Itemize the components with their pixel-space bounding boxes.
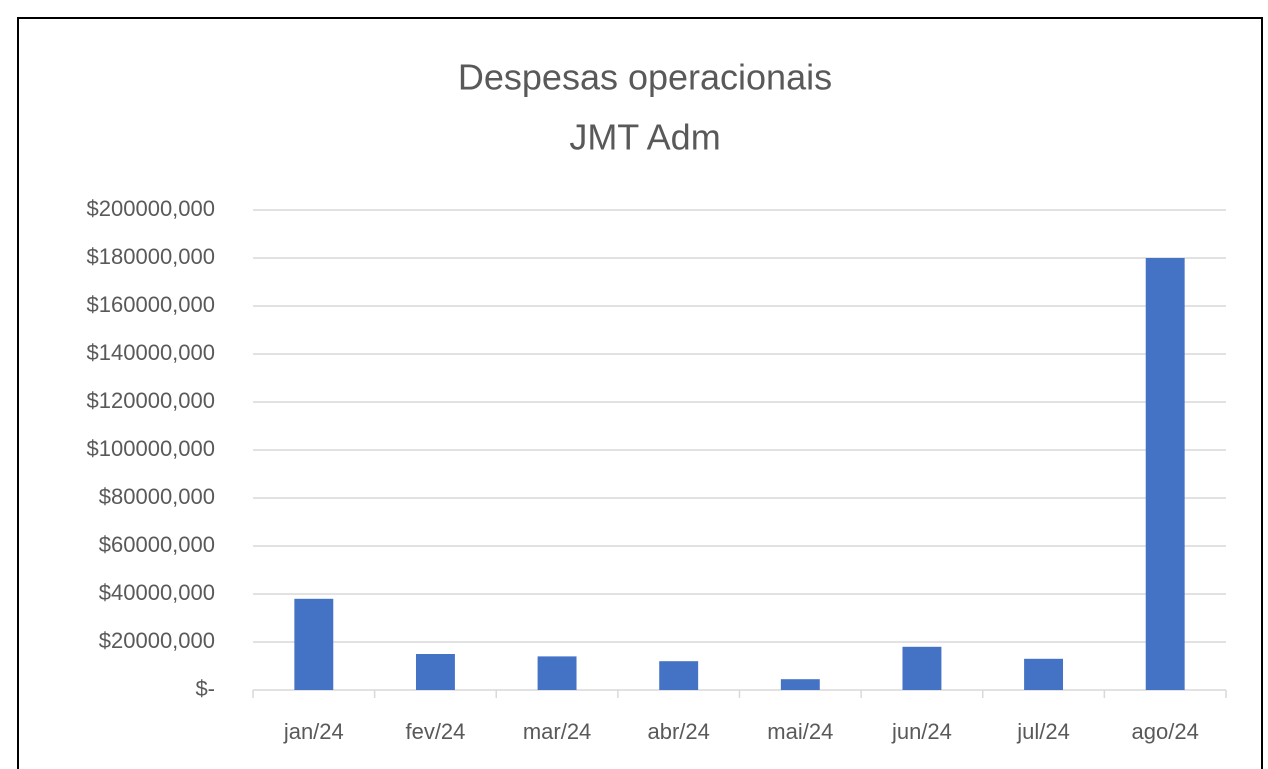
y-tick-label: $180000,000 (87, 244, 215, 269)
x-tick-label: mar/24 (523, 719, 591, 744)
x-tick-label: jan/24 (283, 719, 344, 744)
y-tick-label: $40000,000 (99, 580, 215, 605)
y-tick-label: $200000,000 (87, 196, 215, 221)
y-tick-label: $120000,000 (87, 388, 215, 413)
chart-title: Despesas operacionais (458, 57, 832, 98)
y-tick-label: $140000,000 (87, 340, 215, 365)
x-tick-label: jun/24 (891, 719, 952, 744)
y-tick-label: $20000,000 (99, 628, 215, 653)
x-tick-label: fev/24 (405, 719, 465, 744)
bar (1145, 258, 1185, 690)
x-tick-label: ago/24 (1132, 719, 1199, 744)
chart-subtitle: JMT Adm (569, 117, 720, 158)
bar (294, 598, 334, 690)
chart-border (17, 17, 1263, 769)
bar (902, 646, 942, 690)
y-tick-label: $- (195, 676, 215, 701)
bar (659, 661, 699, 690)
bar (415, 654, 455, 690)
y-tick-label: $80000,000 (99, 484, 215, 509)
bar (537, 656, 577, 690)
x-tick-label: jul/24 (1016, 719, 1070, 744)
x-tick-label: abr/24 (647, 719, 709, 744)
bar (1024, 658, 1064, 690)
y-tick-label: $100000,000 (87, 436, 215, 461)
x-tick-label: mai/24 (767, 719, 833, 744)
y-tick-label: $60000,000 (99, 532, 215, 557)
y-tick-label: $160000,000 (87, 292, 215, 317)
bar (780, 679, 820, 690)
